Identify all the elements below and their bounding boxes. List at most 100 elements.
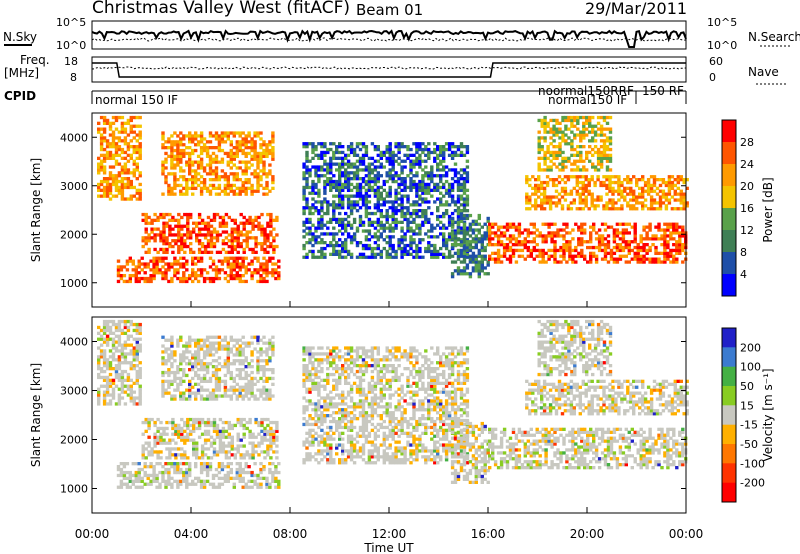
power-cell <box>655 178 660 182</box>
velocity-cell <box>152 476 156 480</box>
power-cell <box>238 148 242 153</box>
power-cell <box>409 243 413 248</box>
power-cell <box>681 248 685 253</box>
power-cell <box>317 179 321 184</box>
power-cell <box>576 153 580 157</box>
power-cell <box>305 182 309 187</box>
velocity-cell <box>171 453 175 457</box>
power-cell <box>433 200 437 204</box>
power-cell <box>621 248 626 253</box>
velocity-cell <box>238 394 242 398</box>
power-cell <box>462 228 467 232</box>
power-cell <box>525 195 529 199</box>
power-cell <box>556 248 560 253</box>
velocity-cell <box>223 338 228 342</box>
power-cell <box>535 234 539 238</box>
power-cell <box>542 195 547 199</box>
power-cell <box>332 153 336 157</box>
power-colorbar-swatch <box>722 164 736 187</box>
power-cell <box>323 182 327 187</box>
power-cell <box>251 224 255 228</box>
power-cell <box>361 197 366 201</box>
power-cell <box>247 178 251 182</box>
power-cell <box>642 257 646 261</box>
power-cell <box>271 262 275 266</box>
velocity-cell <box>179 482 183 486</box>
power-cell <box>670 183 675 188</box>
power-cell <box>663 254 667 258</box>
velocity-cell <box>256 338 260 342</box>
power-cell <box>465 145 470 149</box>
velocity-cell <box>205 365 210 369</box>
power-cell <box>253 157 257 161</box>
power-cell <box>352 185 357 190</box>
power-cell <box>317 156 321 160</box>
power-cell <box>605 136 610 140</box>
power-cell <box>305 142 309 146</box>
power-cell <box>453 251 458 255</box>
power-cell <box>274 268 278 272</box>
power-cell <box>262 186 266 190</box>
power-cell <box>305 171 309 175</box>
power-cell <box>138 124 142 128</box>
power-cell <box>609 248 614 253</box>
power-cell <box>373 165 378 169</box>
velocity-cell <box>205 370 210 375</box>
power-cell <box>123 156 128 160</box>
power-cell <box>400 209 404 213</box>
power-cell <box>199 151 204 156</box>
velocity-cell <box>257 420 261 425</box>
velocity-cell <box>137 473 141 478</box>
velocity-cell <box>199 365 204 369</box>
power-cell <box>135 115 139 120</box>
power-cell <box>582 130 586 134</box>
velocity-cell <box>232 353 236 357</box>
power-cell <box>567 142 571 146</box>
velocity-cell <box>194 359 198 363</box>
power-cell <box>403 159 407 163</box>
power-cell <box>537 175 541 179</box>
power-cell <box>349 200 354 204</box>
power-cell <box>554 201 559 205</box>
power-cell <box>439 226 443 230</box>
power-cell <box>125 262 130 266</box>
power-cell <box>242 227 246 231</box>
power-cell <box>632 198 636 202</box>
velocity-cell <box>191 385 195 389</box>
power-cell <box>421 197 425 201</box>
power-cell <box>660 237 664 241</box>
power-cell <box>99 153 104 157</box>
power-cell <box>525 198 529 202</box>
power-cell <box>197 250 202 254</box>
power-cell <box>332 217 336 222</box>
velocity-cell <box>194 373 198 378</box>
velocity-cell <box>217 347 222 351</box>
power-cell <box>400 206 404 210</box>
power-cell <box>189 242 193 246</box>
power-cell <box>277 265 281 269</box>
power-cell <box>376 185 380 190</box>
power-cell <box>376 153 380 157</box>
power-cell <box>349 165 354 169</box>
power-cell <box>183 250 187 254</box>
power-cell <box>332 211 336 216</box>
velocity-cell <box>223 385 228 389</box>
power-cell <box>471 237 476 241</box>
velocity-cell <box>232 476 236 480</box>
power-cell <box>502 231 507 235</box>
power-cell <box>465 226 470 230</box>
power-cell <box>241 262 245 266</box>
power-cell <box>563 198 568 202</box>
power-cell <box>191 279 195 284</box>
velocity-cell <box>235 397 239 401</box>
power-cell <box>305 226 309 230</box>
power-cell <box>540 186 544 190</box>
power-cell <box>266 250 270 254</box>
power-cell <box>624 245 628 250</box>
power-cell <box>585 153 589 157</box>
velocity-cell <box>173 394 177 398</box>
power-cell <box>161 166 165 170</box>
power-cell <box>120 121 125 125</box>
velocity-cell <box>128 485 132 489</box>
power-cell <box>459 197 464 201</box>
